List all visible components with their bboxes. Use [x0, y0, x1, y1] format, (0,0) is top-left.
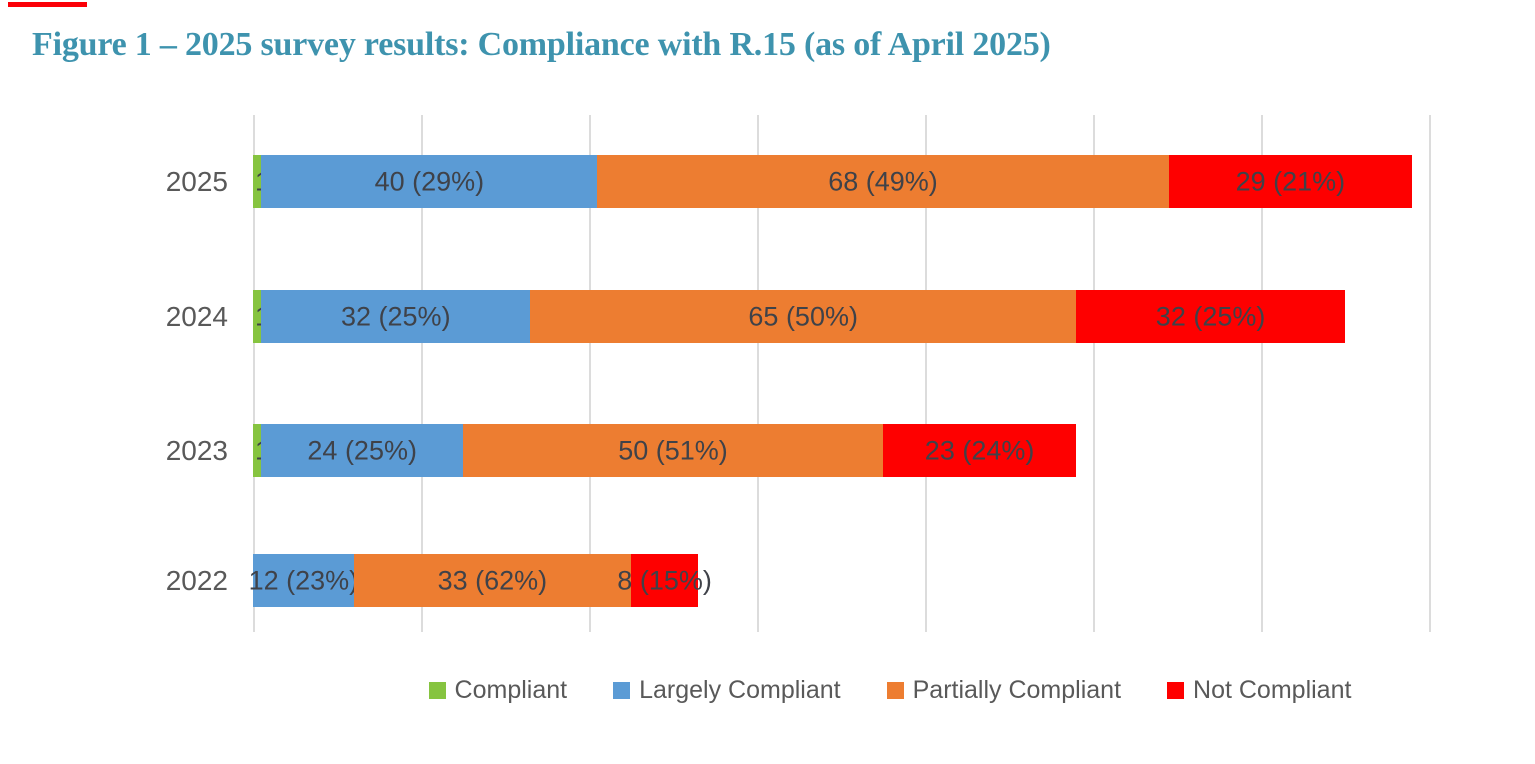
legend: Compliant Largely Compliant Partially Comp… — [280, 676, 1500, 705]
bar-segment-not-compliant: 29 (21%) — [1168, 155, 1413, 208]
gridline — [421, 115, 423, 632]
gridline — [1429, 115, 1431, 632]
legend-label: Largely Compliant — [639, 676, 841, 704]
plot-area: 1 40 (29%) 68 (49%) 29 (21%) 1 32 (25%) 65 (50… — [249, 115, 1503, 632]
bar-segment-largely-compliant: 12 (23%) — [249, 554, 358, 607]
bar-value-label: 32 (25%) — [341, 301, 451, 331]
bar-row-2025: 1 40 (29%) 68 (49%) 29 (21%) — [253, 155, 1413, 208]
legend-label: Partially Compliant — [912, 676, 1122, 704]
bar-segment-not-compliant: 32 (25%) — [1076, 290, 1345, 343]
bar-segment-not-compliant: 8 (15%) — [617, 554, 712, 607]
legend-swatch-icon — [886, 682, 904, 699]
bar-value-label: 23 (24%) — [924, 435, 1035, 465]
bar-row-2024: 1 32 (25%) 65 (50%) 32 (25%) — [253, 290, 1345, 343]
bar-value-label: 12 (23%) — [248, 565, 359, 595]
bar-value-label: 50 (51%) — [618, 435, 728, 465]
gridline — [1093, 115, 1095, 632]
bar-value-label: 33 (62%) — [437, 565, 548, 595]
chart-title: Figure 1 – 2025 survey results: Complian… — [32, 26, 1051, 63]
bar-segment-not-compliant: 23 (24%) — [882, 424, 1077, 477]
bar-value-label: 32 (25%) — [1155, 301, 1266, 331]
category-label-2023: 2023 — [165, 434, 228, 466]
legend-swatch-icon — [613, 682, 631, 699]
gridline — [253, 115, 255, 632]
bar-segment-partially-compliant: 65 (50%) — [530, 290, 1077, 343]
legend-swatch-icon — [428, 682, 446, 699]
gridline — [925, 115, 927, 632]
legend-item-compliant: Compliant — [428, 676, 568, 705]
bar-value-label: 29 (21%) — [1235, 166, 1346, 196]
bar-segment-largely-compliant: 24 (25%) — [261, 424, 463, 477]
bar-row-2023: 1 24 (25%) 50 (51%) 23 (24%) — [253, 424, 1077, 477]
legend-swatch-icon — [1167, 682, 1185, 699]
legend-label: Not Compliant — [1193, 676, 1352, 704]
category-label-2024: 2024 — [165, 300, 228, 332]
legend-item-partially-compliant: Partially Compliant — [886, 676, 1122, 705]
category-label-2022: 2022 — [165, 564, 228, 596]
bar-value-label: 68 (49%) — [828, 166, 938, 196]
gridline — [589, 115, 591, 632]
top-left-red-line — [8, 2, 87, 7]
bar-value-label: 65 (50%) — [748, 301, 858, 331]
bar-row-2022: 12 (23%) 33 (62%) 8 (15%) — [249, 554, 712, 607]
bar-segment-compliant: 1 — [253, 290, 270, 343]
bar-segment-compliant: 1 — [253, 155, 270, 208]
category-label-2025: 2025 — [165, 165, 228, 197]
bar-value-label: 40 (29%) — [374, 166, 485, 196]
bar-segment-partially-compliant: 33 (62%) — [353, 554, 631, 607]
gridline — [1261, 115, 1263, 632]
gridline — [757, 115, 759, 632]
bar-value-label: 24 (25%) — [307, 435, 417, 465]
bar-segment-partially-compliant: 68 (49%) — [597, 155, 1169, 208]
legend-item-largely-compliant: Largely Compliant — [613, 676, 841, 705]
bar-segment-largely-compliant: 40 (29%) — [261, 155, 598, 208]
bar-value-label: 8 (15%) — [617, 565, 712, 595]
bar-segment-partially-compliant: 50 (51%) — [462, 424, 883, 477]
legend-item-not-compliant: Not Compliant — [1167, 676, 1351, 705]
legend-label: Compliant — [454, 676, 568, 704]
bar-segment-compliant: 1 — [253, 424, 270, 477]
bar-segment-largely-compliant: 32 (25%) — [261, 290, 531, 343]
